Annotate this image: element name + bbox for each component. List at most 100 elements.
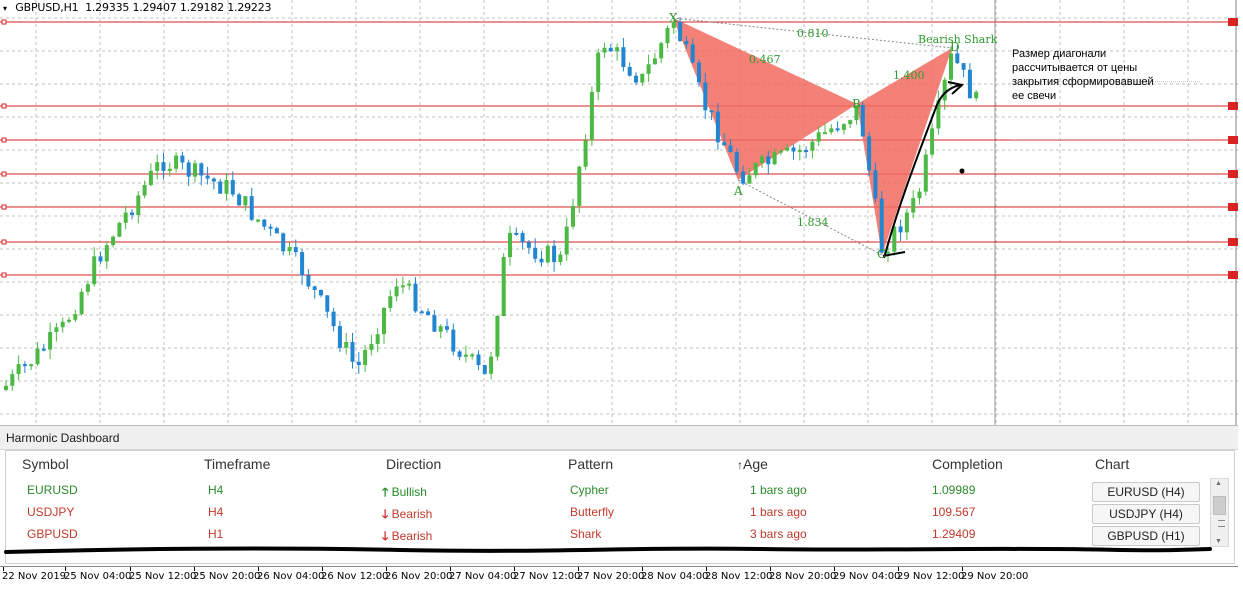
candle-body [92, 256, 97, 285]
time-axis-tick [514, 567, 515, 571]
candle-body [123, 212, 128, 223]
candle-body [363, 349, 368, 366]
candle-body [974, 91, 979, 99]
col-header-age[interactable]: ↑Age [737, 456, 768, 472]
pattern-ratio-line [737, 179, 883, 256]
time-axis-label: 27 Nov 04:00 [449, 571, 517, 582]
row-age: 1 bars ago [750, 505, 807, 519]
price-level-anchor [1, 137, 7, 143]
price-level-marker [1228, 18, 1238, 26]
chart-annotation-note: Размер диагонали рассчитывается от цены … [1012, 48, 1154, 102]
candle-body [867, 136, 872, 171]
chart-button-usdjpy[interactable]: USDJPY (H4) [1092, 504, 1200, 524]
ratio-label-xd: 0.810 [797, 27, 829, 40]
row-timeframe: H4 [208, 483, 224, 497]
candle-body [930, 128, 935, 155]
candle-body [785, 147, 790, 151]
time-axis-tick [898, 567, 899, 571]
candle-body [841, 124, 846, 130]
ratio-label-xb: 0.467 [749, 53, 781, 66]
scrollbar-thumb[interactable] [1213, 496, 1226, 527]
pattern-ratio-line [672, 17, 953, 49]
candle-body [4, 385, 8, 390]
point-a-label: A [734, 184, 743, 198]
row-pattern: Cypher [570, 483, 609, 497]
candle-body [823, 132, 827, 135]
row-direction: 🡓 Bearish [382, 507, 433, 521]
candle-body [709, 110, 714, 113]
candle-body [211, 178, 216, 182]
candle-body [35, 348, 40, 365]
col-header-chart[interactable]: Chart [1095, 456, 1130, 472]
time-axis-tick [322, 567, 323, 571]
candle-body [432, 315, 437, 332]
time-axis-label: 26 Nov 12:00 [321, 571, 389, 582]
time-axis-tick [258, 567, 259, 571]
candle-body [766, 156, 771, 165]
candle-body [350, 342, 355, 362]
ratio-label-ac: 1.834 [797, 216, 829, 229]
candle-body [457, 351, 462, 357]
candle-body [98, 256, 103, 262]
row-symbol: GBPUSD [27, 527, 78, 541]
candle-body [54, 327, 59, 333]
time-axis-tick [3, 567, 4, 571]
chart-button-eurusd[interactable]: EURUSD (H4) [1092, 482, 1200, 502]
time-axis-label: 26 Nov 20:00 [385, 571, 453, 582]
dashboard-scrollbar[interactable]: ▲ ▼ [1210, 478, 1229, 547]
col-header-direction[interactable]: Direction [386, 456, 442, 472]
candle-body [810, 141, 815, 151]
col-header-pattern[interactable]: Pattern [568, 456, 614, 472]
candle-body [142, 185, 147, 196]
col-header-symbol[interactable]: Symbol [22, 456, 69, 472]
time-axis-label: 27 Nov 12:00 [513, 571, 581, 582]
time-axis-label: 29 Nov 12:00 [897, 571, 965, 582]
price-level-marker [1228, 102, 1238, 110]
col-header-timeframe[interactable]: Timeframe [204, 456, 271, 472]
candle-body [180, 155, 185, 163]
candle-body [48, 332, 53, 350]
candle-body [558, 254, 563, 263]
time-axis-tick [834, 567, 835, 571]
scroll-up-icon[interactable]: ▲ [1215, 480, 1222, 487]
candle-body [646, 64, 651, 74]
candle-body [293, 247, 298, 253]
arrow-down-icon: 🡓 [382, 507, 389, 521]
pattern-triangle-xab [673, 18, 857, 180]
candle-body [306, 275, 311, 287]
candle-body [848, 120, 853, 125]
candle-body [41, 348, 46, 351]
chart-button-gbpusd[interactable]: GBPUSD (H1) [1092, 526, 1200, 546]
hand-drawn-underline [4, 546, 1212, 554]
candle-body [640, 73, 645, 83]
candle-body [268, 226, 273, 229]
candlestick-chart[interactable] [0, 0, 1243, 425]
candle-body [205, 175, 210, 179]
row-completion: 1.09989 [932, 483, 976, 497]
price-level-anchor [1, 272, 7, 278]
candle-body [224, 180, 229, 194]
candle-body [577, 166, 582, 206]
candle-body [262, 219, 267, 227]
harmonic-dashboard-panel: Harmonic Dashboard Symbol Timeframe Dire… [0, 425, 1238, 566]
ratio-label-bd: 1.400 [893, 69, 925, 82]
candle-body [470, 354, 475, 357]
chart-ohlc: 1.29335 1.29407 1.29182 1.29223 [85, 1, 272, 14]
candle-body [136, 195, 141, 216]
time-axis-label: 28 Nov 12:00 [705, 571, 773, 582]
candle-body [526, 242, 531, 248]
price-level-marker [1228, 271, 1238, 279]
candle-body [508, 232, 512, 258]
candle-body [860, 105, 865, 137]
price-chart-area[interactable]: ▾ GBPUSD,H1 1.29335 1.29407 1.29182 1.29… [0, 0, 1243, 425]
candle-body [476, 354, 481, 366]
dashboard-title: Harmonic Dashboard [6, 431, 120, 445]
candle-body [671, 21, 676, 28]
arrow-down-icon: 🡓 [382, 529, 389, 543]
candle-body [451, 329, 456, 352]
col-header-completion[interactable]: Completion [932, 456, 1003, 472]
candle-body [621, 47, 626, 67]
candle-body [438, 326, 443, 332]
candle-body [898, 226, 903, 233]
scroll-down-icon[interactable]: ▼ [1215, 538, 1222, 545]
